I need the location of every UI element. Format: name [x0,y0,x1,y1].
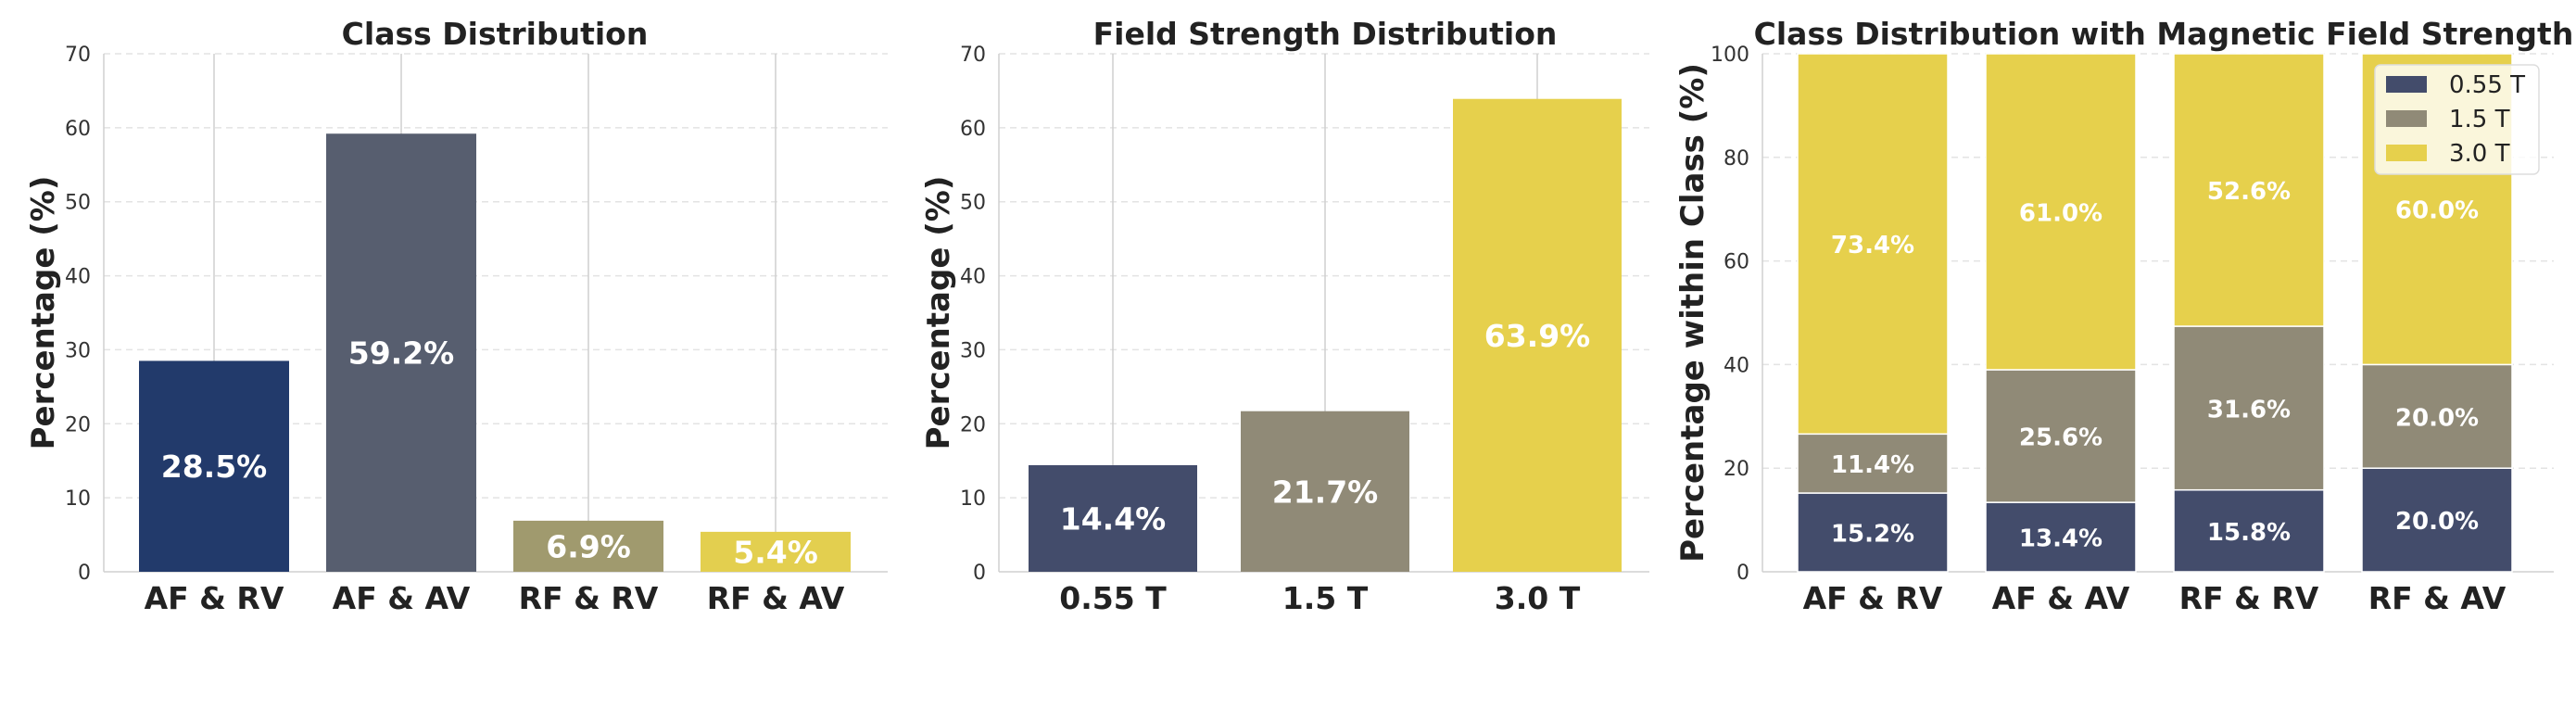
data-label: 61.0% [2019,199,2102,227]
x-tick-label: RF & AV [2368,580,2507,616]
y-tick-label: 80 [1724,147,1749,171]
stacked-bar-segment [2361,363,2513,469]
y-axis-label: Percentage (%) [25,176,62,450]
legend-swatch [2386,110,2427,127]
y-tick-label: 60 [65,118,91,141]
chart-title: Class Distribution [342,16,649,52]
chart-panel-2: 0 10 20 30 40 50 60 70 14.4% 21.7% 63.9% 0.55 T 1.5 … [920,16,1649,616]
stacked-bar-segment [1797,433,1949,494]
x-tick-label: 0.55 T [1059,580,1167,616]
stacked-bar-segment [2173,53,2325,327]
chart-title: Field Strength Distribution [1093,16,1558,52]
data-label: 15.8% [2207,519,2291,547]
data-label: 25.6% [2019,424,2102,452]
data-label: 60.0% [2395,197,2479,225]
chart-title: Class Distribution with Magnetic Field S… [1754,16,2574,52]
chart-panel-3: 0 20 40 60 80 100 15.2% 11.4% 73.4% 13.4% 25.6% 61.… [1674,16,2573,616]
data-label: 31.6% [2207,396,2291,424]
stacked-bar-segment [2173,488,2325,573]
bar [1241,411,1409,572]
x-tick-label: AF & AV [333,580,471,616]
bar [326,133,476,572]
y-tick-label: 30 [65,339,91,362]
data-label: 5.4% [733,534,818,570]
x-tick-label: RF & RV [519,580,659,616]
y-tick-label: 0 [78,562,91,585]
chart-panel-1: 0 10 20 30 40 50 60 70 28.5% 59.2% 6.9% 5.4% AF & RV… [25,16,888,616]
data-label: 15.2% [1831,521,1914,549]
y-tick-label: 20 [65,413,91,436]
legend-label: 1.5 T [2449,106,2510,133]
x-tick-label: 1.5 T [1282,580,1369,616]
stacked-bar-segment [1985,369,2137,503]
y-axis-label: Percentage (%) [920,176,957,450]
y-tick-label: 0 [1736,562,1749,585]
data-label: 11.4% [1831,451,1914,479]
data-label: 20.0% [2395,404,2479,432]
y-tick-label: 10 [65,487,91,511]
bar [1029,465,1197,572]
y-tick-label: 20 [1724,458,1749,481]
data-label: 6.9% [546,528,631,564]
y-tick-label: 0 [973,562,986,585]
stacked-bar-segment [1797,492,1949,573]
stacked-bar-segment [1797,53,1949,436]
x-tick-label: AF & AV [1992,580,2130,616]
data-label: 14.4% [1060,501,1167,537]
y-tick-label: 40 [1724,354,1749,377]
legend-label: 0.55 T [2449,71,2525,99]
stacked-bar-segment [1985,501,2137,573]
stacked-bar-segment [2173,325,2325,491]
y-tick-label: 60 [960,118,986,141]
y-tick-label: 10 [960,487,986,511]
legend-label: 3.0 T [2449,140,2510,168]
legend-swatch [2386,76,2427,93]
legend: 0.55 T 1.5 T 3.0 T [2374,64,2540,175]
y-tick-label: 50 [960,192,986,215]
y-tick-label: 100 [1711,44,1749,67]
y-axis-label: Percentage within Class (%) [1674,63,1711,563]
x-tick-label: AF & RV [145,580,284,616]
bar [1453,98,1622,572]
data-label: 63.9% [1484,318,1591,354]
data-label: 28.5% [161,449,268,485]
data-label: 59.2% [348,335,455,372]
y-tick-label: 40 [960,266,986,289]
data-label: 20.0% [2395,508,2479,536]
y-tick-label: 30 [960,339,986,362]
bar [513,520,663,572]
data-label: 73.4% [1831,232,1914,259]
x-tick-label: RF & RV [2179,580,2319,616]
stacked-bar-segment [1985,53,2137,371]
data-label: 52.6% [2207,178,2291,206]
x-tick-label: 3.0 T [1495,580,1581,616]
y-tick-label: 70 [65,44,91,67]
bar [701,531,851,572]
y-tick-label: 60 [1724,251,1749,274]
x-tick-label: AF & RV [1803,580,1943,616]
y-tick-label: 50 [65,192,91,215]
bar [139,360,289,572]
stacked-bar-segment [2361,467,2513,573]
y-tick-label: 70 [960,44,986,67]
x-tick-label: RF & AV [707,580,845,616]
data-label: 21.7% [1272,474,1379,510]
legend-swatch [2386,145,2427,161]
y-tick-label: 20 [960,413,986,436]
data-label: 13.4% [2019,525,2102,553]
y-tick-label: 40 [65,266,91,289]
